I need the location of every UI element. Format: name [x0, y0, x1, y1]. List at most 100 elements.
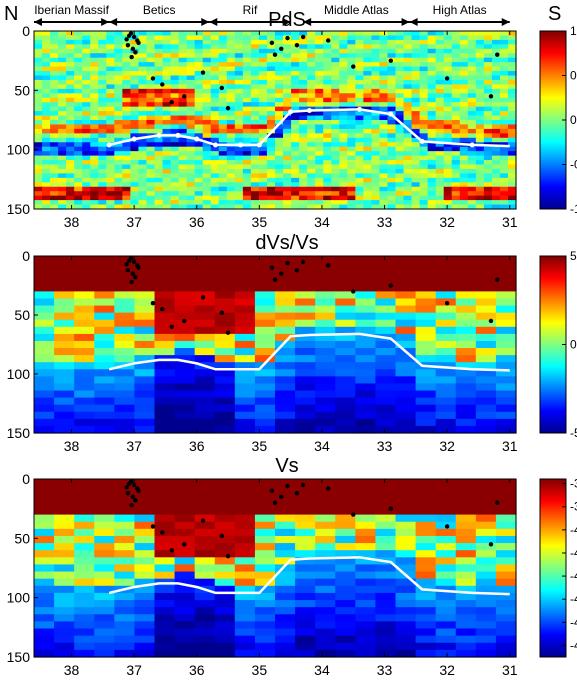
- heatmap-cell: [443, 168, 453, 174]
- heatmap-cell: [355, 305, 377, 314]
- heatmap-cell: [218, 168, 228, 174]
- heatmap-cell: [170, 195, 180, 201]
- heatmap-cell: [395, 142, 405, 148]
- heatmap-cell: [483, 75, 493, 81]
- heatmap-cell: [395, 564, 417, 573]
- heatmap-cell: [58, 88, 67, 94]
- heatmap-cell: [194, 168, 204, 174]
- heatmap-cell: [162, 115, 172, 121]
- heatmap-cell: [491, 62, 501, 68]
- heatmap-cell: [34, 173, 43, 179]
- heatmap-cell: [355, 493, 377, 501]
- heatmap-cell: [403, 151, 413, 157]
- heatmap-cell: [74, 35, 83, 41]
- heatmap-cell: [451, 71, 461, 77]
- heatmap-cell: [194, 521, 216, 530]
- heatmap-cell: [138, 195, 148, 201]
- heatmap-cell: [363, 182, 372, 188]
- heatmap-cell: [331, 177, 340, 183]
- heatmap-cell: [34, 486, 55, 494]
- heatmap-cell: [435, 305, 457, 314]
- heatmap-cell: [42, 186, 51, 192]
- heatmap-cell: [475, 186, 485, 192]
- heatmap-cell: [226, 48, 236, 54]
- heatmap-cell: [459, 128, 469, 134]
- heatmap-cell: [58, 160, 67, 166]
- heatmap-cell: [347, 115, 356, 121]
- heatmap-cell: [74, 263, 95, 271]
- heatmap-cell: [226, 200, 236, 206]
- heatmap-cell: [299, 204, 308, 210]
- heatmap-cell: [355, 200, 364, 206]
- heatmap-cell: [275, 500, 296, 509]
- heatmap-cell: [154, 71, 164, 77]
- heatmap-cell: [134, 557, 156, 566]
- heatmap-cell: [451, 200, 461, 206]
- heatmap-cell: [395, 277, 417, 285]
- heatmap-cell: [339, 102, 348, 108]
- heatmap-cell: [483, 137, 493, 143]
- heatmap-cell: [495, 500, 517, 509]
- heatmap-cell: [355, 88, 364, 94]
- heatmap-cell: [275, 164, 284, 170]
- heatmap-cell: [467, 200, 477, 206]
- heatmap-cell: [174, 592, 196, 601]
- heatmap-cell: [507, 111, 517, 117]
- heatmap-cell: [283, 53, 292, 59]
- heatmap-cell: [154, 164, 164, 170]
- heatmap-cell: [411, 168, 421, 174]
- heatmap-cell: [283, 102, 292, 108]
- event-point: [124, 37, 129, 42]
- heatmap-cell: [299, 48, 308, 54]
- panel-vs: Vs 3837363534333231050100150-3.8-3.9-4-4…: [7, 455, 577, 678]
- heatmap-cell: [339, 124, 348, 130]
- heatmap-cell: [114, 376, 136, 385]
- heatmap-cell: [146, 115, 156, 121]
- heatmap-cell: [355, 53, 364, 59]
- heatmap-cell: [242, 168, 252, 174]
- heatmap-cell: [114, 182, 123, 188]
- heatmap-cell: [114, 84, 123, 90]
- heatmap-cell: [355, 75, 364, 81]
- heatmap-cell: [411, 204, 421, 210]
- heatmap-cell: [194, 164, 204, 170]
- heatmap-cell: [467, 160, 477, 166]
- heatmap-cell: [154, 182, 164, 188]
- heatmap-cell: [250, 93, 260, 99]
- heatmap-cell: [74, 93, 83, 99]
- heatmap-cell: [331, 31, 340, 37]
- heatmap-cell: [194, 111, 204, 117]
- heatmap-cell: [275, 348, 296, 356]
- heatmap-cell: [162, 44, 172, 50]
- heatmap-cell: [435, 319, 457, 328]
- heatmap-cell: [234, 204, 244, 210]
- heatmap-cell: [395, 133, 405, 139]
- heatmap-cell: [258, 35, 268, 41]
- heatmap-cell: [355, 31, 364, 37]
- heatmap-cell: [459, 115, 469, 121]
- heatmap-cell: [194, 312, 216, 321]
- event-point: [136, 40, 141, 46]
- heatmap-cell: [130, 128, 140, 134]
- heatmap-cell: [178, 120, 188, 126]
- heatmap-cell: [495, 305, 517, 314]
- heatmap-cell: [170, 79, 180, 85]
- heatmap-cell: [459, 160, 469, 166]
- heatmap-cell: [275, 571, 296, 580]
- heatmap-cell: [154, 535, 176, 544]
- heatmap-cell: [491, 164, 501, 170]
- heatmap-cell: [355, 333, 377, 342]
- heatmap-cell: [114, 535, 136, 544]
- heatmap-cell: [66, 164, 75, 170]
- heatmap-cell: [146, 35, 156, 41]
- heatmap-cell: [455, 500, 477, 509]
- heatmap-cell: [114, 97, 123, 103]
- event-point: [133, 275, 138, 280]
- heatmap-cell: [74, 177, 83, 183]
- heatmap-cell: [130, 44, 140, 50]
- heatmap-cell: [42, 93, 51, 99]
- heatmap-cell: [411, 160, 421, 166]
- heatmap-cell: [355, 607, 377, 615]
- heatmap-cell: [415, 355, 437, 363]
- heatmap-cell: [134, 493, 156, 501]
